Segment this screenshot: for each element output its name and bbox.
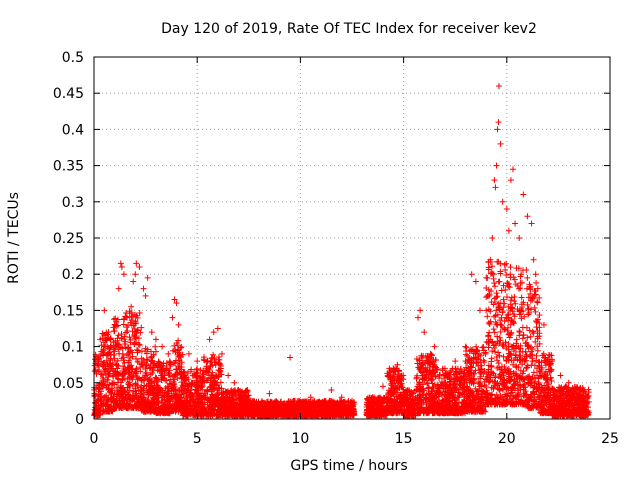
data-point [120,363,126,369]
data-point [115,332,121,338]
data-point [132,341,138,347]
data-point [492,283,498,289]
data-point [501,354,507,360]
data-point [480,344,486,350]
data-point [425,380,431,386]
data-point [503,261,509,267]
data-point [414,376,420,382]
data-points [91,83,592,418]
data-point [112,315,118,321]
data-point [152,344,158,350]
data-point [429,377,435,383]
data-point [210,352,216,358]
data-point [491,326,497,332]
data-point [124,328,130,334]
data-point [484,313,490,319]
data-point [500,297,506,303]
data-point [495,350,501,356]
data-point [120,351,126,357]
